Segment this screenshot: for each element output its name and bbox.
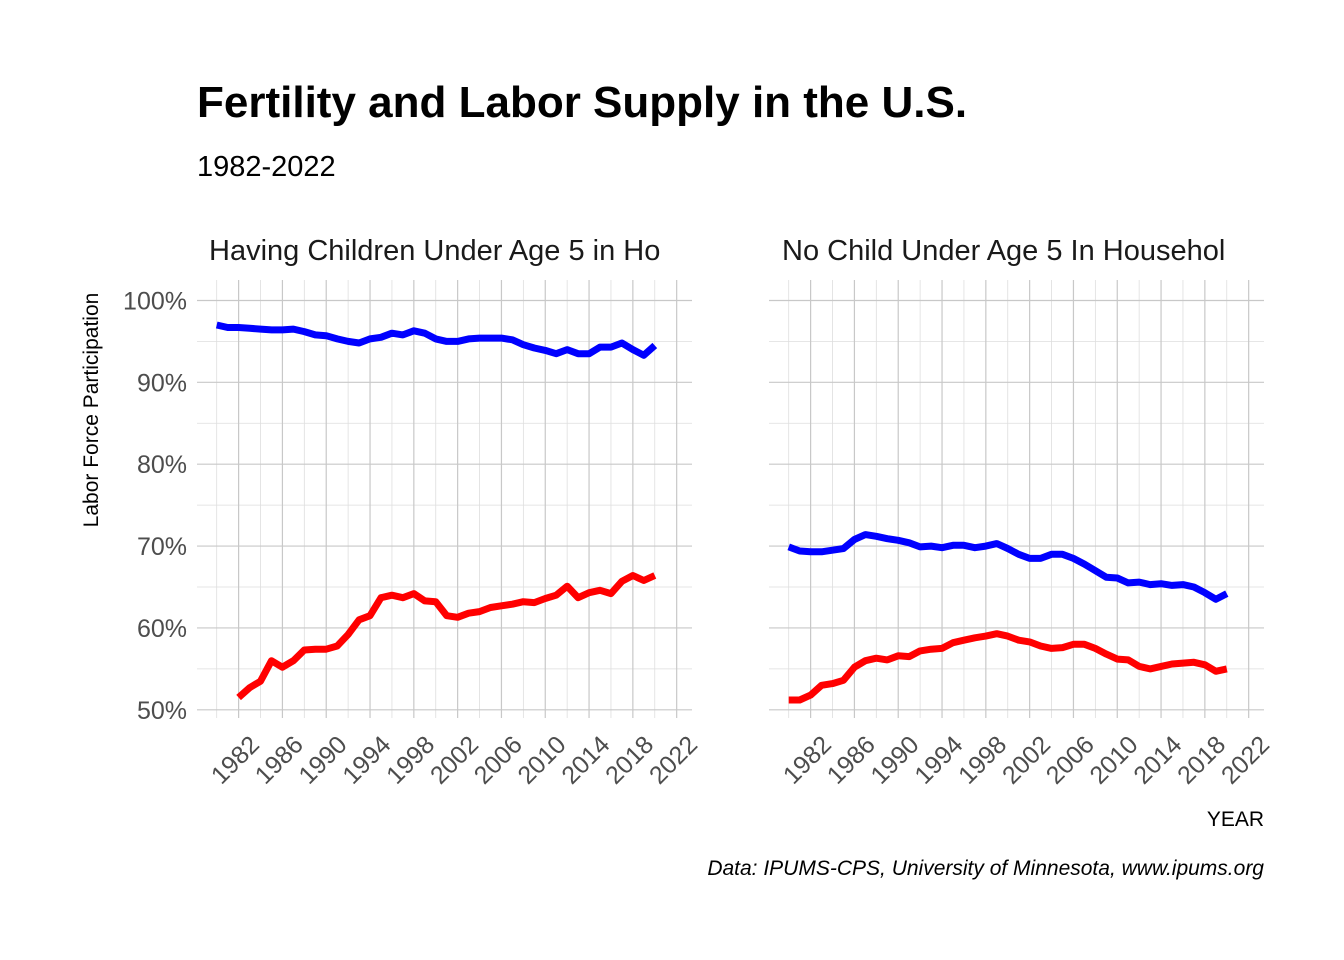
y-tick-label: 90% xyxy=(137,369,187,397)
x-tick-label: 2014 xyxy=(556,731,615,790)
left-series-line-1 xyxy=(236,572,657,701)
chart-caption: Data: IPUMS-CPS, University of Minnesota… xyxy=(707,857,1264,880)
x-tick-label: 2002 xyxy=(997,731,1056,790)
x-tick-label: 2022 xyxy=(1216,731,1275,790)
left-series-line-0 xyxy=(215,321,658,359)
y-tick-label: 50% xyxy=(137,697,187,725)
panel-right: No Child Under Age 5 In Househol 1982198… xyxy=(769,235,1275,790)
x-tick-label: 1982 xyxy=(206,731,265,790)
panel-left-label: Having Children Under Age 5 in Ho xyxy=(209,235,660,267)
panel-right-label: No Child Under Age 5 In Househol xyxy=(782,235,1225,267)
y-tick-label: 100% xyxy=(123,287,187,315)
x-axis-label: YEAR xyxy=(1207,808,1264,831)
x-tick-label: 1986 xyxy=(822,731,881,790)
x-tick-label: 1990 xyxy=(865,731,924,790)
x-tick-label: 2010 xyxy=(513,731,572,790)
right-series-line-1 xyxy=(788,630,1228,704)
x-tick-label: 2010 xyxy=(1085,731,1144,790)
y-tick-label: 70% xyxy=(137,533,187,561)
y-tick-label: 80% xyxy=(137,451,187,479)
x-tick-label: 2006 xyxy=(469,731,528,790)
x-tick-label: 2014 xyxy=(1128,731,1187,790)
right-series-line-0 xyxy=(787,531,1229,603)
y-axis-label: Labor Force Participation xyxy=(80,293,103,528)
x-tick-label: 1998 xyxy=(953,731,1012,790)
x-tick-label: 2018 xyxy=(1172,731,1231,790)
x-tick-label: 1986 xyxy=(250,731,309,790)
x-tick-label: 2006 xyxy=(1041,731,1100,790)
panel-left: Having Children Under Age 5 in Ho 198219… xyxy=(197,235,703,790)
y-tick-labels: 50% 60% 70% 80% 90% 100% xyxy=(123,287,187,724)
panel-left-plot: 1982198619901994199820022006201020142018… xyxy=(197,280,703,790)
chart-title: Fertility and Labor Supply in the U.S. xyxy=(197,78,967,127)
panel-right-plot: 1982198619901994199820022006201020142018… xyxy=(769,280,1275,790)
x-tick-label: 2002 xyxy=(425,731,484,790)
x-tick-label: 2022 xyxy=(644,731,703,790)
x-tick-label: 1990 xyxy=(293,731,352,790)
x-tick-label: 2018 xyxy=(600,731,659,790)
chart-subtitle: 1982-2022 xyxy=(197,151,336,183)
x-tick-label: 1994 xyxy=(337,731,396,790)
x-tick-label: 1998 xyxy=(381,731,440,790)
x-tick-label: 1994 xyxy=(909,731,968,790)
x-tick-label: 1982 xyxy=(778,731,837,790)
y-tick-label: 60% xyxy=(137,615,187,643)
